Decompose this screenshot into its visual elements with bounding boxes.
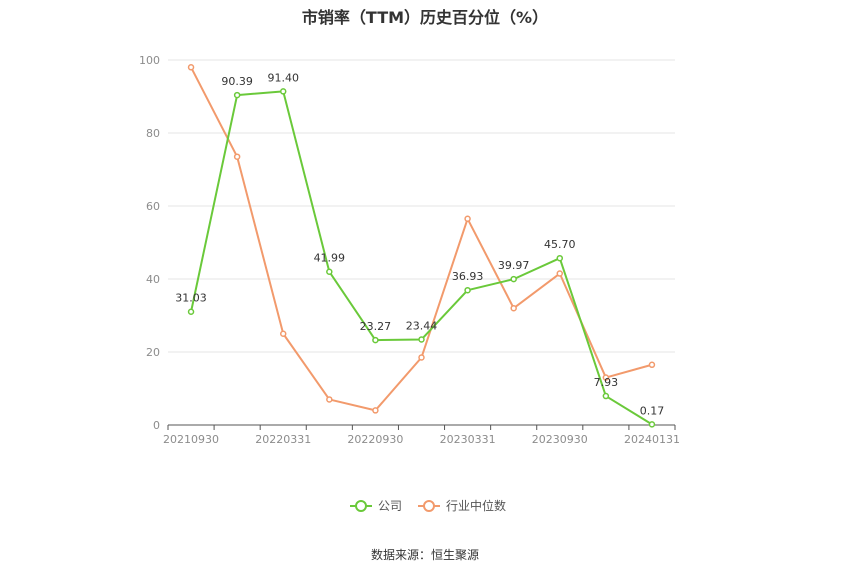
x-tick-label: 20220930 [347,433,403,446]
series-group [187,64,656,428]
data-point [187,308,195,315]
data-point [187,64,195,71]
data-point [464,215,471,223]
data-label: 41.99 [314,252,346,265]
x-axis: 20210930 20220331 20220930 20230331 20230930… [163,424,680,446]
data-point [556,254,564,262]
data-point [326,268,333,275]
data-label: 7.93 [594,376,619,389]
data-label: 23.27 [360,320,392,333]
data-point [648,361,656,369]
data-source: 数据来源：恒生聚源 [370,548,479,562]
data-point [233,91,241,99]
x-tick-label: 20230331 [440,433,496,446]
data-point [510,275,517,283]
data-point [279,330,287,337]
y-tick-label: 80 [146,127,160,140]
data-label: 0.17 [640,404,665,417]
grid-lines [168,59,675,353]
x-tick-label: 20220331 [255,433,311,446]
data-point [556,270,564,277]
data-label: 45.70 [544,238,576,251]
legend-swatch-marker [355,500,367,512]
legend[interactable]: 公司 行业中位数 [350,498,506,513]
x-tick-label: 20210930 [163,433,219,446]
chart-title: 市销率（TTM）历史百分位（%） [301,8,549,27]
y-tick-label: 60 [146,200,160,213]
series-line [190,90,653,426]
x-tick-label: 20230930 [532,433,588,446]
data-label: 91.40 [267,71,299,84]
data-point [233,153,241,160]
legend-label: 公司 [378,499,402,513]
data-labels: 31.03 90.39 91.40 41.99 23.27 23.44 36.93 39.97… [175,71,664,417]
x-tick-label: 20240131 [624,433,680,446]
y-tick-label: 100 [139,54,160,67]
data-point [602,374,610,381]
data-point [648,421,656,428]
data-point [326,396,333,403]
data-point [372,336,379,344]
data-label: 23.44 [406,319,438,332]
y-tick-label: 0 [153,419,160,432]
legend-swatch-marker [423,500,435,512]
data-point [602,392,610,400]
data-point [418,336,425,343]
data-point [418,354,425,361]
y-tick-label: 20 [146,346,160,359]
data-point [464,286,471,294]
data-label: 90.39 [221,75,253,88]
data-label: 36.93 [452,270,484,283]
y-axis-ticks: 0 20 40 60 80 100 [139,54,160,432]
legend-label: 行业中位数 [446,498,506,513]
data-point [510,304,517,312]
data-point [279,88,287,95]
data-label: 39.97 [498,259,530,272]
y-tick-label: 40 [146,273,160,286]
data-point [372,407,379,414]
data-label: 31.03 [175,292,207,305]
